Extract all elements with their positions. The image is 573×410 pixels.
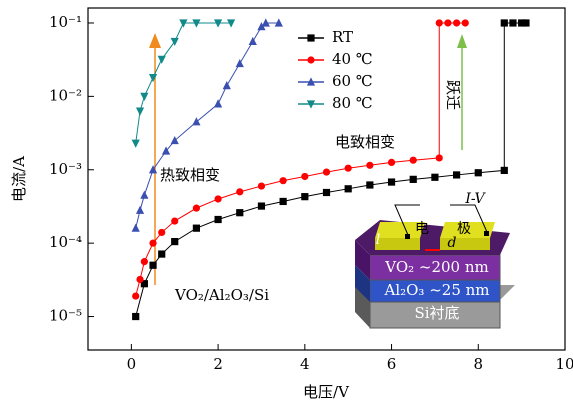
marker (475, 169, 482, 176)
marker (301, 173, 308, 180)
annotation: Si衬底 (414, 304, 459, 322)
marker (501, 19, 508, 26)
marker (149, 262, 156, 269)
marker (366, 162, 373, 169)
marker (258, 182, 265, 189)
marker (431, 174, 438, 181)
marker (140, 191, 148, 199)
x-tick-label: 8 (473, 355, 483, 373)
marker (453, 19, 460, 26)
arrow-head (149, 33, 161, 48)
marker (136, 107, 144, 115)
x-axis-label: 电压/V (303, 383, 350, 401)
marker (171, 217, 178, 224)
chart: 电压/V 电流/A 0 2 4 6 8 10 10⁻⁵ 10⁻⁴ 10⁻³ 10⁻² 10⁻¹ RT 4… (0, 0, 573, 410)
annotation: 电致相变 (335, 133, 395, 151)
x-tick-label: 2 (213, 355, 223, 373)
marker (323, 189, 330, 196)
annotation: 热致相变 (160, 166, 220, 184)
marker (436, 154, 443, 161)
legend-label: 60 ℃ (332, 72, 373, 90)
marker (214, 195, 221, 202)
x-tick-label: 10 (555, 355, 573, 373)
series-line (136, 23, 231, 143)
marker (193, 205, 200, 212)
marker (132, 224, 140, 232)
marker (171, 136, 179, 144)
marker (444, 19, 451, 26)
marker (214, 216, 221, 223)
marker (462, 19, 469, 26)
marker (388, 159, 395, 166)
marker (158, 250, 165, 257)
marker (192, 117, 200, 125)
y-tick-label: 10⁻⁴ (49, 233, 82, 251)
marker (136, 206, 144, 214)
x-tick-label: 0 (127, 355, 137, 373)
marker (280, 177, 287, 184)
marker (236, 59, 244, 67)
marker (501, 167, 508, 174)
marker (249, 37, 257, 45)
marker (509, 19, 516, 26)
y-tick-label: 10⁻⁵ (49, 307, 82, 325)
marker (301, 193, 308, 200)
y-tick-label: 10⁻¹ (49, 13, 82, 31)
legend-label: 40 ℃ (332, 50, 373, 68)
marker (132, 313, 139, 320)
y-tick-label: 10⁻² (49, 86, 82, 104)
marker (236, 209, 243, 216)
annotation: I-V (464, 191, 486, 207)
marker (132, 292, 139, 299)
marker (388, 178, 395, 185)
marker (158, 56, 166, 64)
annotation: 电 (415, 221, 429, 237)
annotation: d (448, 235, 457, 251)
y-tick-label: 10⁻³ (49, 160, 82, 178)
marker (136, 276, 143, 283)
arrow-head (457, 34, 467, 48)
marker (410, 176, 417, 183)
marker (345, 185, 352, 192)
marker (132, 140, 140, 148)
marker (410, 157, 417, 164)
marker (345, 165, 352, 172)
page: {"chart_data": { "type": "scatter", "x_l… (0, 0, 573, 410)
marker (158, 229, 165, 236)
marker (214, 99, 222, 107)
marker (280, 198, 287, 205)
marker (258, 202, 265, 209)
marker (323, 168, 330, 175)
x-tick-label: 4 (300, 355, 310, 373)
annotation: VO₂ ~200 nm (384, 258, 489, 276)
marker (149, 74, 157, 82)
marker (140, 93, 148, 101)
annotation: VO₂/Al₂O₃/Si (174, 286, 269, 304)
marker (171, 238, 178, 245)
marker (453, 171, 460, 178)
annotation: 极 (457, 221, 471, 237)
annotation: 跃迁 (444, 80, 462, 110)
legend-label: 80 ℃ (332, 94, 373, 112)
marker (366, 181, 373, 188)
annotation: Al₂O₃ ~25 nm (383, 281, 489, 299)
annotation: l (376, 232, 380, 248)
marker (193, 225, 200, 232)
y-axis-label: 电流/A (10, 156, 28, 202)
marker (149, 240, 156, 247)
series-line (136, 23, 279, 228)
x-tick-label: 6 (387, 355, 397, 373)
legend-marker (307, 56, 314, 63)
marker (522, 19, 529, 26)
marker (223, 81, 231, 89)
legend-label: RT (332, 28, 353, 46)
legend-marker (307, 34, 314, 41)
marker (436, 19, 443, 26)
marker (141, 258, 148, 265)
marker (236, 188, 243, 195)
